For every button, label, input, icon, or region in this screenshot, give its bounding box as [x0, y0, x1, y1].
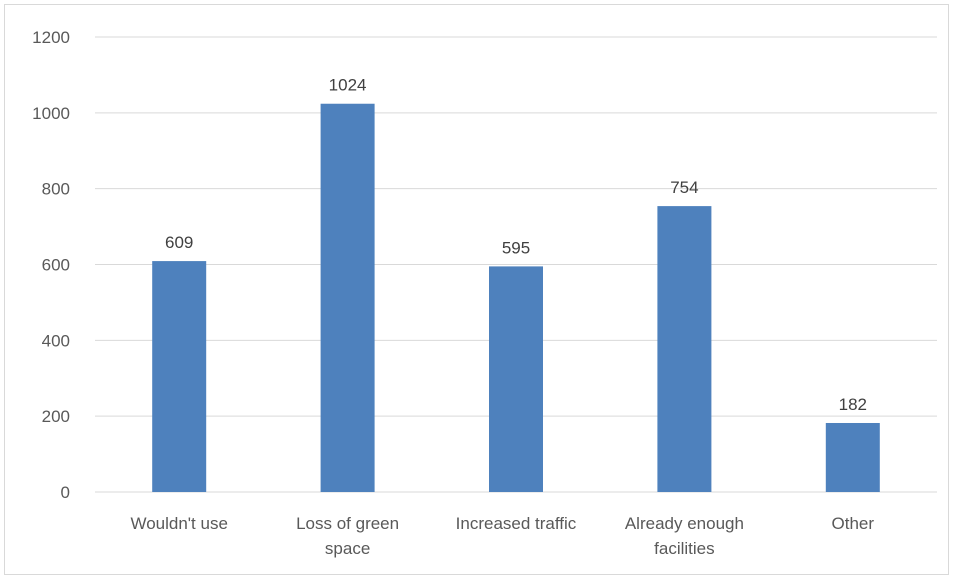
- x-tick-label: Increased traffic: [456, 514, 577, 533]
- data-label: 182: [839, 395, 867, 414]
- x-tick-label-line: facilities: [654, 539, 714, 558]
- x-tick-label-line: space: [325, 539, 370, 558]
- x-tick-label-line: Other: [832, 514, 875, 533]
- x-tick-label-line: Increased traffic: [456, 514, 577, 533]
- y-tick-label: 0: [61, 483, 70, 502]
- y-tick-label: 1200: [32, 28, 70, 47]
- bar: [152, 261, 207, 492]
- x-tick-label: Other: [832, 514, 875, 533]
- y-tick-label: 600: [42, 256, 70, 275]
- bar: [320, 103, 375, 492]
- y-tick-label: 200: [42, 407, 70, 426]
- y-tick-label: 1000: [32, 104, 70, 123]
- x-tick-label-line: Already enough: [625, 514, 744, 533]
- x-tick-label-line: Wouldn't use: [130, 514, 227, 533]
- data-label: 1024: [329, 76, 367, 95]
- data-label: 595: [502, 238, 530, 257]
- data-label: 609: [165, 233, 193, 252]
- bar: [489, 266, 543, 492]
- x-tick-label: Wouldn't use: [130, 514, 227, 533]
- x-tick-label-line: Loss of green: [296, 514, 399, 533]
- data-label: 754: [670, 178, 698, 197]
- y-tick-label: 800: [42, 180, 70, 199]
- bar: [825, 422, 880, 492]
- x-tick-label: Loss of green space: [296, 514, 399, 558]
- bar: [657, 206, 712, 492]
- y-tick-label: 400: [42, 331, 70, 350]
- x-tick-label: Already enough facilities: [625, 514, 744, 558]
